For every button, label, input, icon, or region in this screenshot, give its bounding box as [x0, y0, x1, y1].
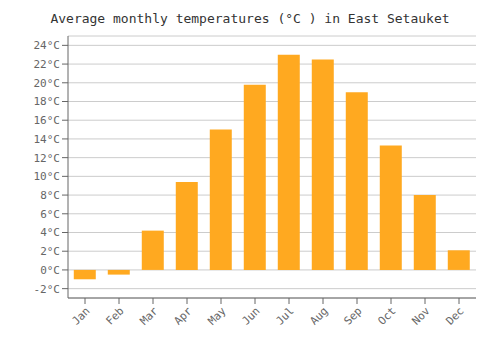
svg-text:Apr: Apr	[171, 304, 195, 328]
svg-text:2°C: 2°C	[40, 245, 60, 258]
html-text:Average monthly temperatures (: Average monthly temperatures (°C ) in Ea…	[50, 11, 450, 26]
svg-text:Jun: Jun	[239, 304, 262, 327]
svg-text:18°C: 18°C	[34, 95, 61, 108]
svg-text:Mar: Mar	[137, 304, 161, 328]
svg-text:Jan: Jan	[69, 304, 92, 327]
svg-text:14°C: 14°C	[34, 133, 61, 146]
svg-text:20°C: 20°C	[34, 77, 61, 90]
svg-text:4°C: 4°C	[40, 226, 60, 239]
svg-text:0°C: 0°C	[40, 264, 60, 277]
svg-text:Sep: Sep	[341, 304, 364, 327]
svg-text:10°C: 10°C	[34, 170, 61, 183]
svg-text:22°C: 22°C	[34, 58, 61, 71]
svg-text:Jul: Jul	[273, 304, 296, 327]
svg-text:6°C: 6°C	[40, 208, 60, 221]
svg-text:12°C: 12°C	[34, 152, 61, 165]
svg-text:Aug: Aug	[307, 304, 330, 327]
svg-text:-2°C: -2°C	[34, 283, 61, 296]
svg-text:May: May	[205, 304, 229, 328]
svg-text:Oct: Oct	[375, 304, 398, 327]
svg-text:Feb: Feb	[103, 304, 126, 327]
svg-text:8°C: 8°C	[40, 189, 60, 202]
svg-text:24°C: 24°C	[34, 39, 61, 52]
svg-text:Nov: Nov	[409, 304, 433, 328]
svg-text:Dec: Dec	[443, 304, 466, 327]
svg-text:16°C: 16°C	[34, 114, 61, 127]
